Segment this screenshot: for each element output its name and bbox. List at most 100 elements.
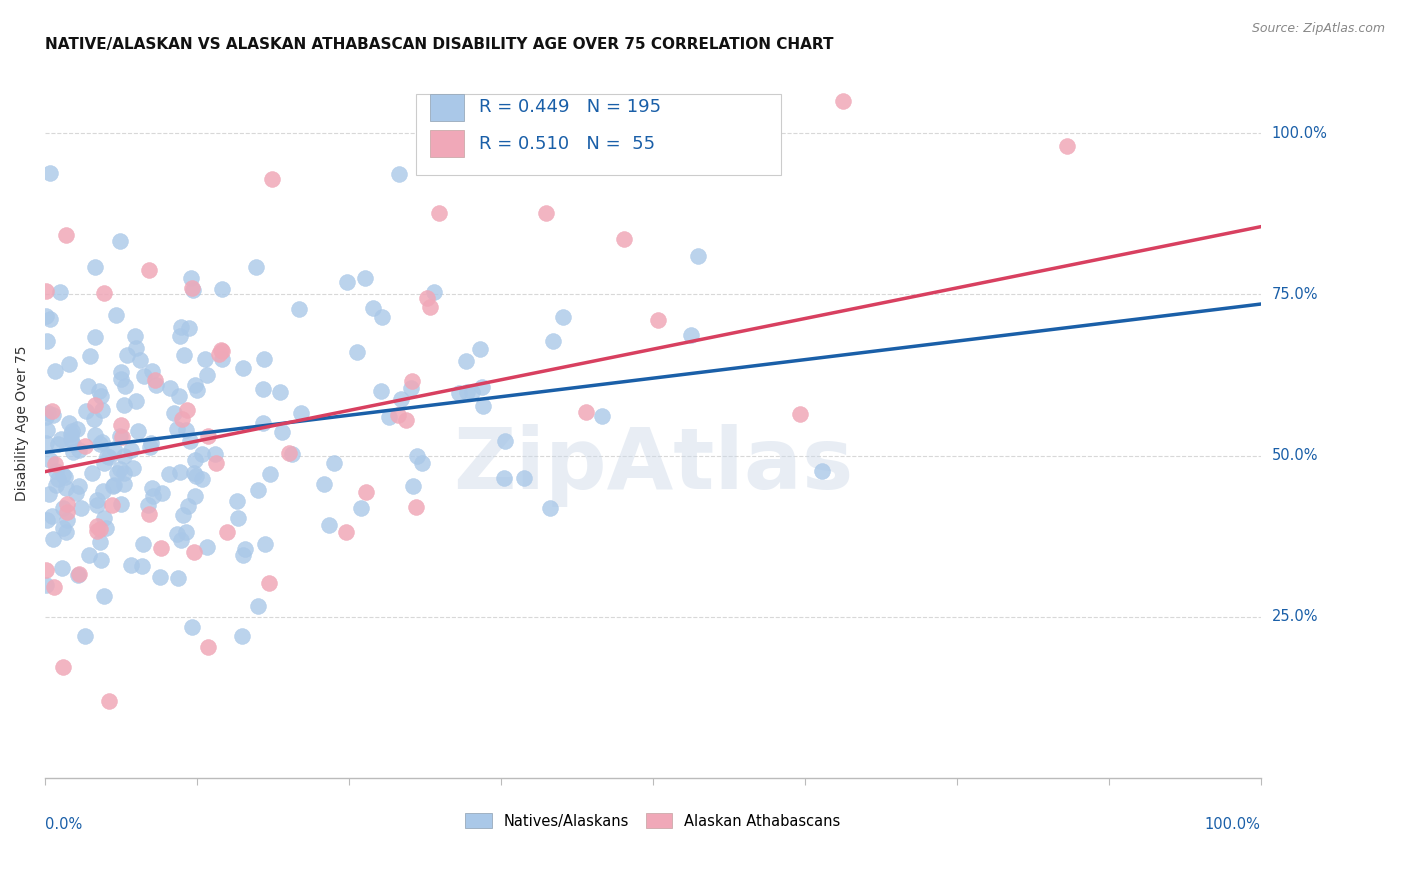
Point (494, 434, 516, 448)
Point (125, 393, 148, 408)
Point (124, 329, 146, 343)
Point (62, 437, 84, 451)
Point (172, 508, 194, 522)
Point (395, 413, 418, 427)
Point (52, 501, 75, 516)
Point (314, 476, 336, 491)
Point (96, 521, 118, 535)
Point (35, 334, 58, 349)
Point (35, 563, 58, 577)
Point (177, 499, 200, 513)
Point (86, 524, 108, 538)
Text: ZipAtlas: ZipAtlas (453, 425, 853, 508)
Point (181, 283, 204, 297)
Point (120, 558, 142, 572)
Point (166, 527, 188, 541)
Point (232, 361, 254, 376)
Point (35, 578, 58, 592)
Point (58, 357, 80, 371)
Point (180, 280, 202, 294)
Point (470, 343, 492, 357)
Point (35, 436, 58, 450)
Point (108, 234, 131, 248)
Point (150, 486, 173, 500)
Point (145, 378, 167, 392)
Point (83, 412, 105, 426)
Point (142, 489, 165, 503)
Point (87, 384, 110, 398)
Point (35, 409, 58, 424)
Point (323, 456, 346, 470)
Point (169, 465, 191, 479)
Point (371, 310, 394, 324)
Point (1056, 138, 1078, 153)
Point (39, 312, 62, 326)
Point (174, 423, 197, 437)
Point (174, 525, 197, 540)
Point (83, 398, 105, 412)
Point (70, 500, 93, 515)
Point (141, 481, 163, 495)
Point (186, 383, 208, 397)
Point (423, 285, 446, 299)
Point (208, 347, 231, 361)
Point (90, 552, 112, 566)
Point (405, 500, 427, 514)
Text: R = 0.449   N = 195: R = 0.449 N = 195 (479, 98, 661, 116)
Point (170, 320, 193, 334)
Point (93, 589, 115, 603)
FancyBboxPatch shape (430, 94, 464, 120)
Point (110, 417, 132, 432)
Point (82, 466, 104, 480)
Point (84, 260, 107, 275)
Point (204, 447, 226, 461)
Point (103, 442, 125, 457)
Text: 25.0%: 25.0% (1272, 609, 1319, 624)
Point (169, 329, 191, 343)
Point (176, 403, 198, 417)
Point (141, 364, 163, 378)
Point (247, 599, 270, 614)
Point (93, 510, 115, 524)
Point (832, 94, 855, 108)
Point (60, 424, 83, 438)
Point (184, 468, 207, 483)
Point (67, 566, 90, 581)
Point (41, 404, 63, 418)
Point (183, 544, 205, 558)
Point (105, 466, 128, 480)
Point (97, 694, 120, 708)
Point (56, 497, 79, 511)
Point (89, 522, 111, 536)
Point (44, 580, 66, 594)
Point (120, 443, 142, 458)
Point (681, 328, 703, 343)
Point (179, 434, 201, 448)
Point (288, 301, 311, 316)
Point (127, 424, 149, 438)
Point (336, 275, 359, 289)
Point (110, 365, 132, 379)
Legend: Natives/Alaskans, Alaskan Athabascans: Natives/Alaskans, Alaskan Athabascans (460, 807, 846, 834)
Point (75, 629, 97, 643)
Point (150, 541, 173, 555)
Point (211, 352, 233, 367)
Point (163, 406, 186, 420)
Point (492, 471, 515, 485)
Point (183, 489, 205, 503)
Point (143, 374, 166, 388)
Point (38, 487, 60, 501)
Point (411, 456, 433, 470)
Point (132, 368, 155, 383)
Point (55, 513, 77, 527)
Point (591, 409, 613, 423)
Point (194, 351, 217, 366)
Point (77, 548, 100, 562)
Point (51, 432, 73, 446)
Point (86, 519, 108, 533)
Point (419, 300, 441, 314)
Point (226, 511, 249, 525)
Point (471, 399, 494, 413)
Point (55, 481, 77, 495)
Point (191, 472, 214, 486)
